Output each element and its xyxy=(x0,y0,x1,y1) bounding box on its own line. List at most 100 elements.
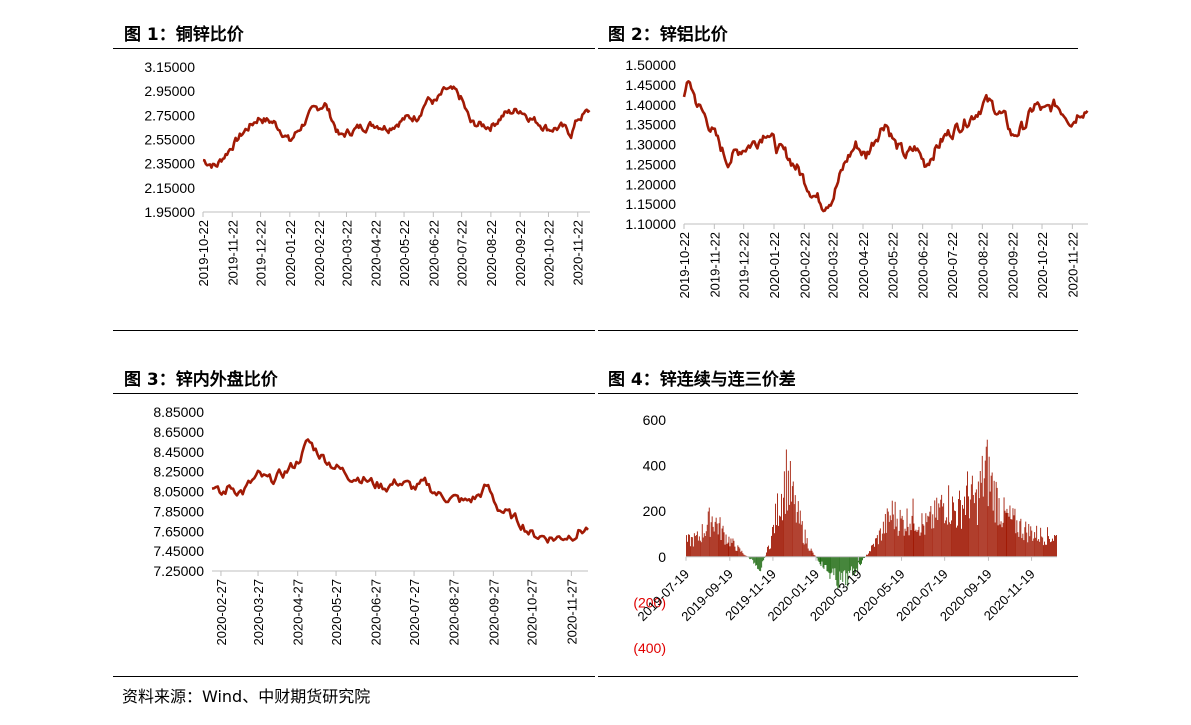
bar xyxy=(709,536,711,557)
bar xyxy=(853,556,855,569)
bar xyxy=(776,525,777,557)
bar xyxy=(1047,527,1048,557)
bar xyxy=(889,515,891,557)
y-tick-label: 8.45000 xyxy=(153,444,204,460)
bar xyxy=(919,535,921,557)
bar xyxy=(886,508,888,557)
bar xyxy=(948,485,950,557)
bar xyxy=(690,546,691,557)
bar xyxy=(874,546,875,557)
bar xyxy=(806,538,808,557)
bar xyxy=(1002,522,1004,557)
bar xyxy=(789,461,791,557)
bar xyxy=(946,517,948,557)
bar xyxy=(942,506,944,557)
bar xyxy=(917,530,919,557)
bar xyxy=(1055,535,1056,557)
bar xyxy=(934,500,936,557)
bar xyxy=(695,535,697,557)
bar xyxy=(820,556,822,566)
y-tick-label: 1.25000 xyxy=(625,156,676,172)
bar xyxy=(880,540,882,557)
x-tick-label: 2020-11-22 xyxy=(571,220,586,286)
bar xyxy=(772,527,773,557)
bar xyxy=(965,515,966,557)
bar xyxy=(715,517,717,557)
y-tick-label: 7.25000 xyxy=(153,563,204,579)
bar xyxy=(999,524,1001,557)
bar xyxy=(967,471,968,557)
bar xyxy=(1005,512,1007,557)
bar xyxy=(971,475,973,557)
y-tick-label: 2.75000 xyxy=(144,107,195,123)
bar xyxy=(975,489,977,557)
y-tick-label: 1.95000 xyxy=(144,204,195,220)
bar xyxy=(943,503,945,557)
bar xyxy=(984,460,986,557)
chart-title: 图 2：锌铝比价 xyxy=(608,25,728,45)
bar xyxy=(860,556,861,566)
bar xyxy=(721,528,723,557)
bar xyxy=(993,480,995,557)
chart-title: 图 1：铜锌比价 xyxy=(124,25,244,45)
bar xyxy=(1004,510,1006,557)
bar xyxy=(722,525,724,557)
bar xyxy=(1024,527,1026,557)
bar xyxy=(1009,505,1011,557)
bar xyxy=(827,556,829,572)
bar xyxy=(896,518,898,557)
bar xyxy=(790,501,792,557)
y-tick-label: 7.85000 xyxy=(153,503,204,519)
series-line xyxy=(211,438,589,544)
bar xyxy=(882,521,884,557)
bar xyxy=(937,520,939,557)
bar xyxy=(879,528,881,557)
bar xyxy=(823,556,825,569)
bar xyxy=(832,556,834,569)
bar xyxy=(956,527,957,557)
bar xyxy=(1033,538,1035,557)
bar xyxy=(1013,515,1015,557)
bar xyxy=(838,556,840,588)
bar xyxy=(788,504,790,557)
bar xyxy=(734,546,736,557)
x-tick-label: 2020-01-22 xyxy=(767,232,782,299)
bar xyxy=(976,525,978,557)
bar xyxy=(725,534,727,557)
bar xyxy=(969,499,971,557)
bar xyxy=(794,495,796,557)
bar xyxy=(1038,539,1040,557)
x-tick-label: 2020-09-22 xyxy=(1006,232,1021,299)
bar xyxy=(824,556,826,565)
bar xyxy=(849,556,851,573)
bar xyxy=(833,556,835,576)
bar xyxy=(689,534,690,557)
bar xyxy=(752,556,754,561)
bar xyxy=(876,538,877,557)
bar xyxy=(958,499,959,557)
bar xyxy=(808,550,810,557)
bar xyxy=(785,449,787,557)
bar xyxy=(758,556,760,570)
bar xyxy=(1048,536,1049,557)
bar xyxy=(798,523,800,557)
bar xyxy=(963,508,964,557)
y-tick-label: 1.40000 xyxy=(625,97,676,113)
y-tick-label: 1.15000 xyxy=(625,196,676,212)
bar xyxy=(1023,540,1025,557)
bar xyxy=(847,556,849,587)
bar xyxy=(1010,519,1012,557)
bar xyxy=(955,511,956,557)
bar xyxy=(768,545,769,557)
bar xyxy=(773,524,774,557)
bar xyxy=(783,497,784,557)
bottom-rule xyxy=(598,330,1078,331)
bar xyxy=(688,534,689,557)
bottom-rule xyxy=(598,676,1078,677)
bar xyxy=(698,536,700,557)
bar xyxy=(868,553,869,557)
bar xyxy=(706,524,708,557)
bar xyxy=(735,550,737,557)
bar xyxy=(892,514,894,557)
bar xyxy=(733,540,735,557)
